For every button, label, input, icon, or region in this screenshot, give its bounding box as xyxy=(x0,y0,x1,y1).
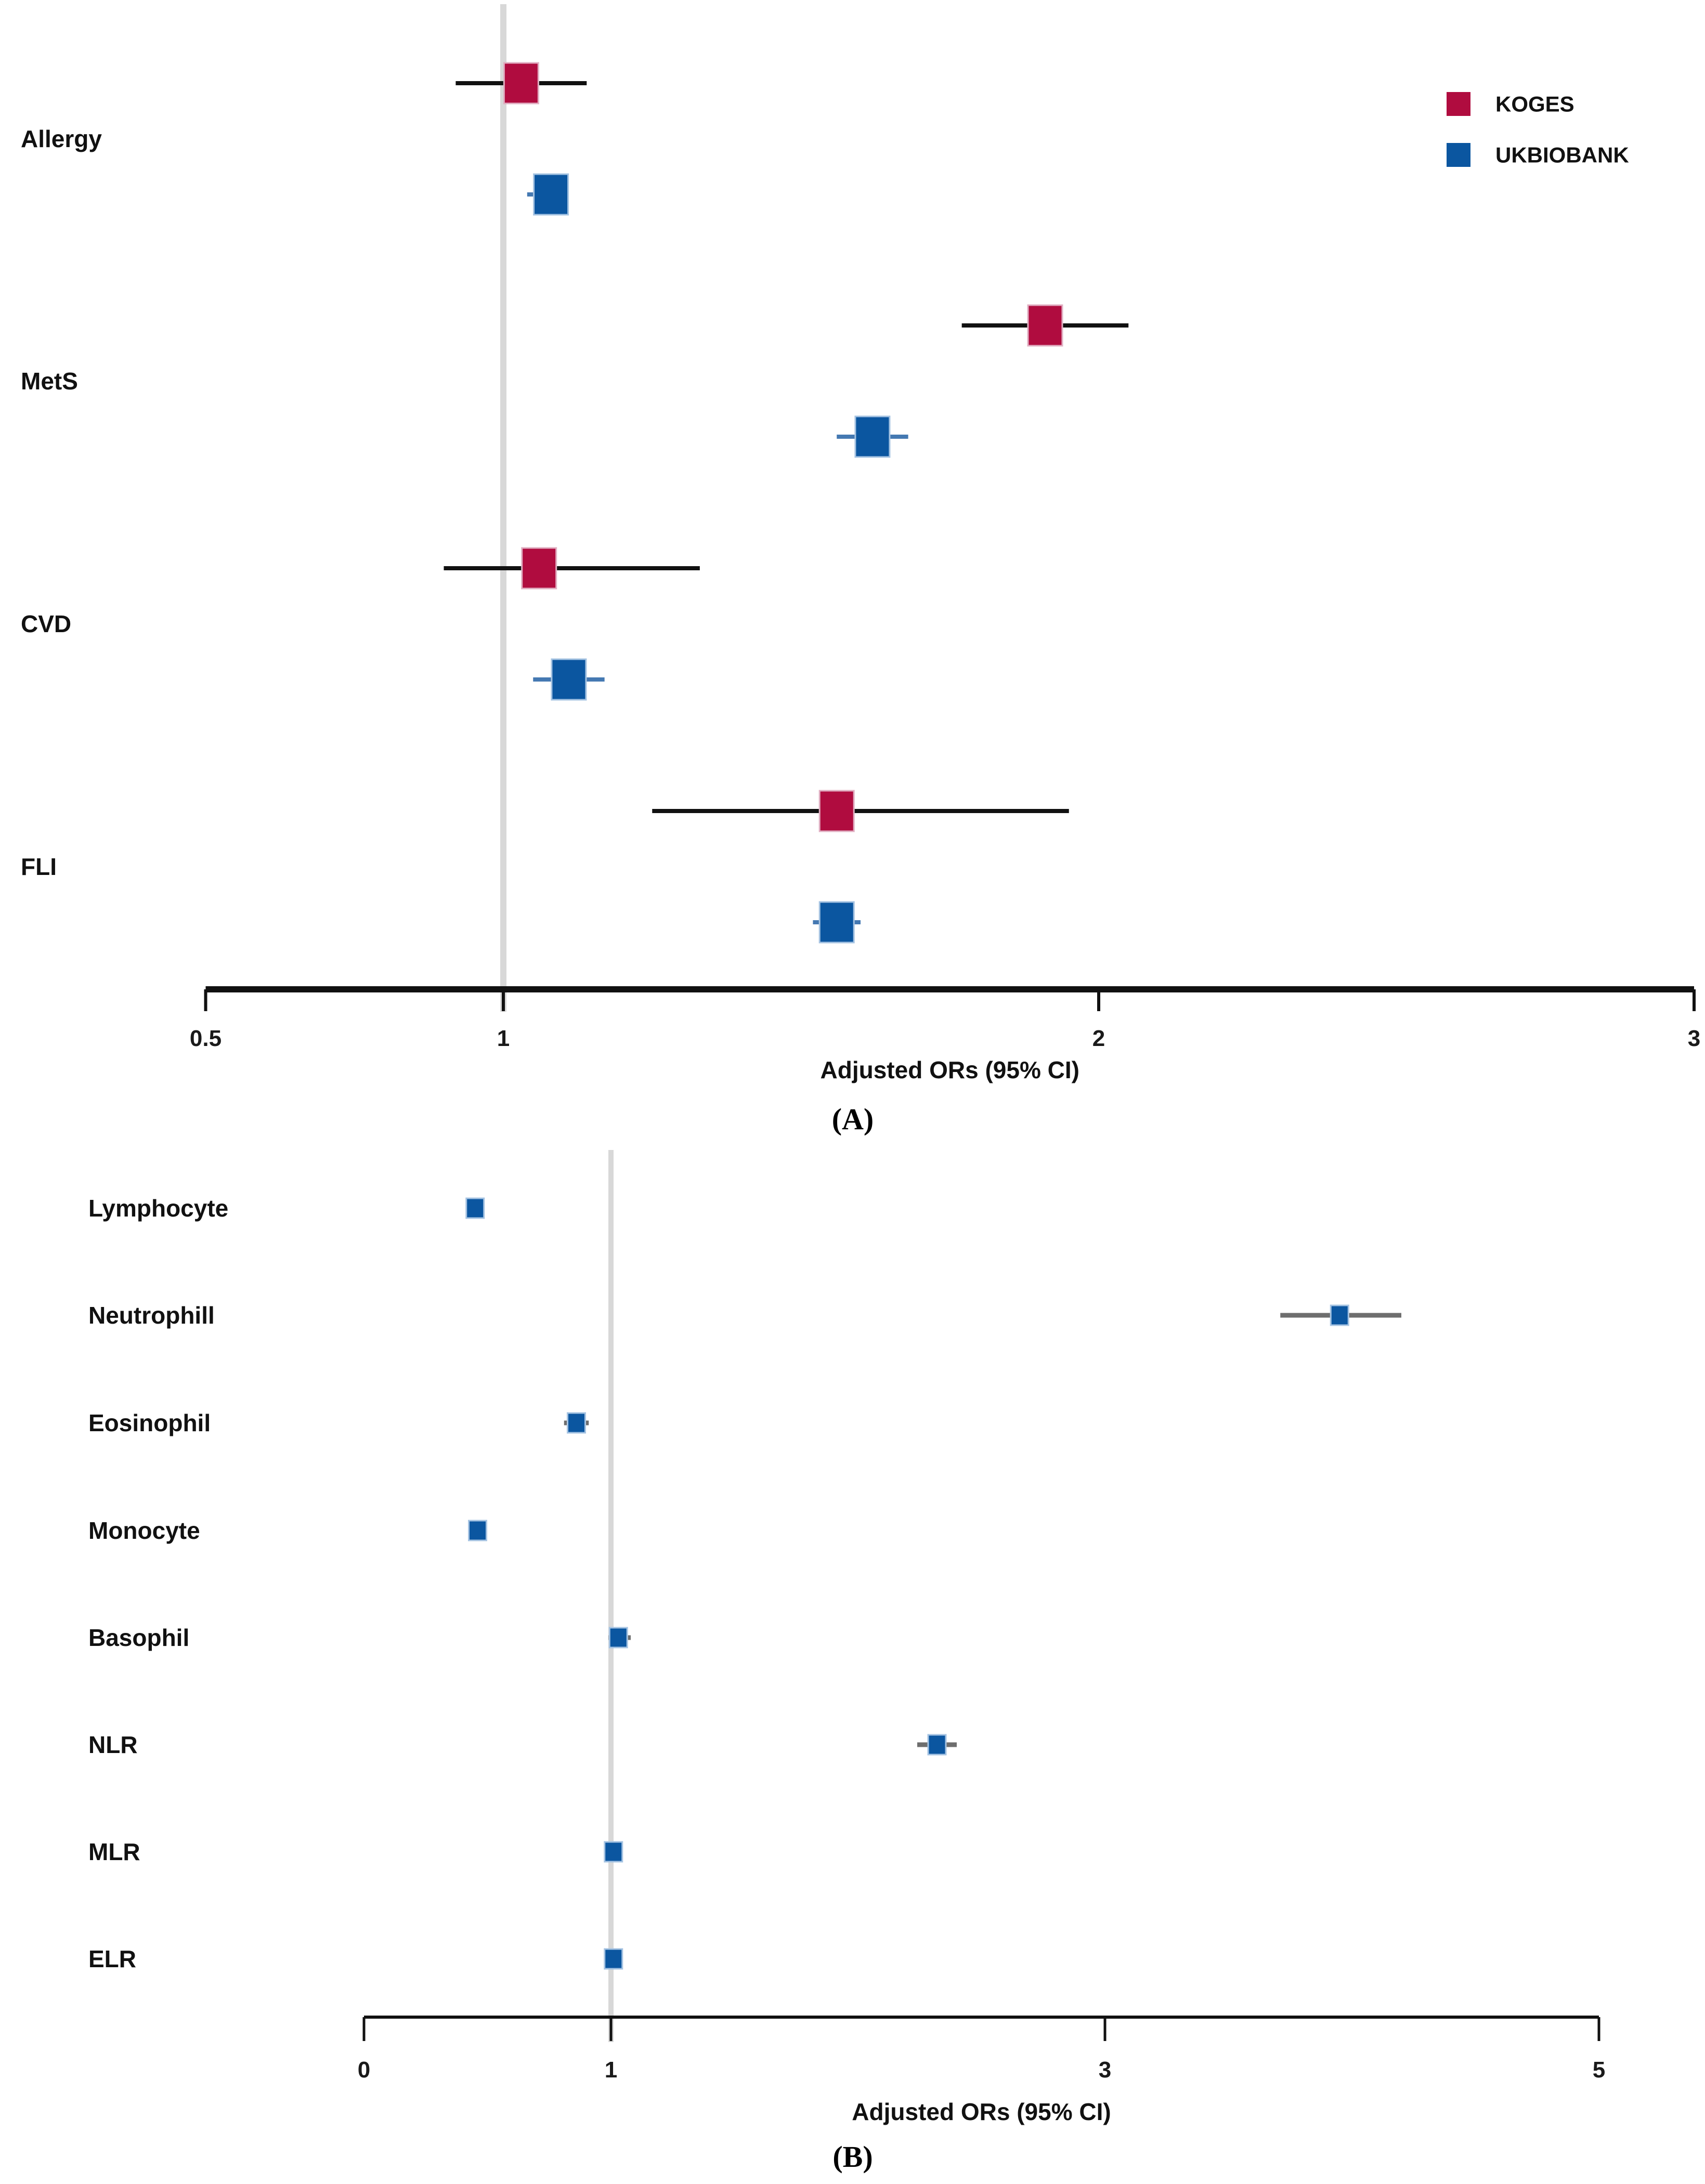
category-label-CVD: CVD xyxy=(21,610,71,637)
legend-swatch-koges xyxy=(1447,92,1470,116)
marker-A-FLI-KOGES xyxy=(818,790,855,832)
marker-A-CVD-KOGES xyxy=(521,547,557,590)
category-label-FLI: FLI xyxy=(21,853,57,880)
marker-B-Basophil-UKBIOBANK xyxy=(608,1627,628,1649)
marker-B-Eosinophil-UKBIOBANK xyxy=(567,1412,586,1434)
category-label-NLR: NLR xyxy=(88,1731,138,1758)
legend-label-koges: KOGES xyxy=(1495,92,1574,116)
x-axis-tick-label-B-5: 5 xyxy=(1593,2057,1605,2083)
marker-A-MetS-UKBIOBANK xyxy=(854,415,891,458)
marker-A-MetS-KOGES xyxy=(1027,304,1063,347)
legend-label-ukbiobank: UKBIOBANK xyxy=(1495,143,1629,167)
panel-caption-B: (B) xyxy=(832,2140,873,2174)
legend-swatch-ukbiobank xyxy=(1447,143,1470,167)
category-label-Neutrophill: Neutrophill xyxy=(88,1302,215,1329)
category-label-Eosinophil: Eosinophil xyxy=(88,1409,211,1436)
marker-A-Allergy-UKBIOBANK xyxy=(533,173,569,216)
x-axis-tick-label-B-1: 1 xyxy=(605,2057,617,2083)
marker-B-NLR-UKBIOBANK xyxy=(927,1734,947,1756)
x-axis-tick-label-A-1: 1 xyxy=(497,1026,510,1051)
x-axis-tick-label-A-0.5: 0.5 xyxy=(190,1026,222,1051)
marker-B-MLR-UKBIOBANK xyxy=(604,1841,623,1863)
marker-A-FLI-UKBIOBANK xyxy=(818,901,855,944)
marker-B-Lymphocyte-UKBIOBANK xyxy=(465,1197,485,1219)
category-label-Allergy: Allergy xyxy=(21,125,102,152)
category-label-Monocyte: Monocyte xyxy=(88,1517,200,1544)
x-axis-title-B: Adjusted ORs (95% CI) xyxy=(852,2098,1111,2125)
x-axis-title-A: Adjusted ORs (95% CI) xyxy=(821,1056,1079,1083)
marker-A-CVD-UKBIOBANK xyxy=(551,658,587,701)
x-axis-tick-label-A-2: 2 xyxy=(1092,1026,1105,1051)
marker-A-Allergy-KOGES xyxy=(503,62,539,104)
category-label-MetS: MetS xyxy=(21,368,78,395)
x-axis-tick-label-B-3: 3 xyxy=(1099,2057,1111,2083)
category-label-ELR: ELR xyxy=(88,1945,136,1972)
marker-B-ELR-UKBIOBANK xyxy=(604,1948,623,1970)
panel-caption-A: (A) xyxy=(832,1102,874,1136)
x-axis-tick-label-B-0: 0 xyxy=(358,2057,370,2083)
category-label-MLR: MLR xyxy=(88,1838,140,1865)
marker-B-Monocyte-UKBIOBANK xyxy=(468,1520,487,1541)
category-label-Basophil: Basophil xyxy=(88,1624,189,1651)
category-label-Lymphocyte: Lymphocyte xyxy=(88,1195,228,1222)
x-axis-tick-label-A-3: 3 xyxy=(1688,1026,1700,1051)
marker-B-Neutrophill-UKBIOBANK xyxy=(1330,1304,1349,1326)
